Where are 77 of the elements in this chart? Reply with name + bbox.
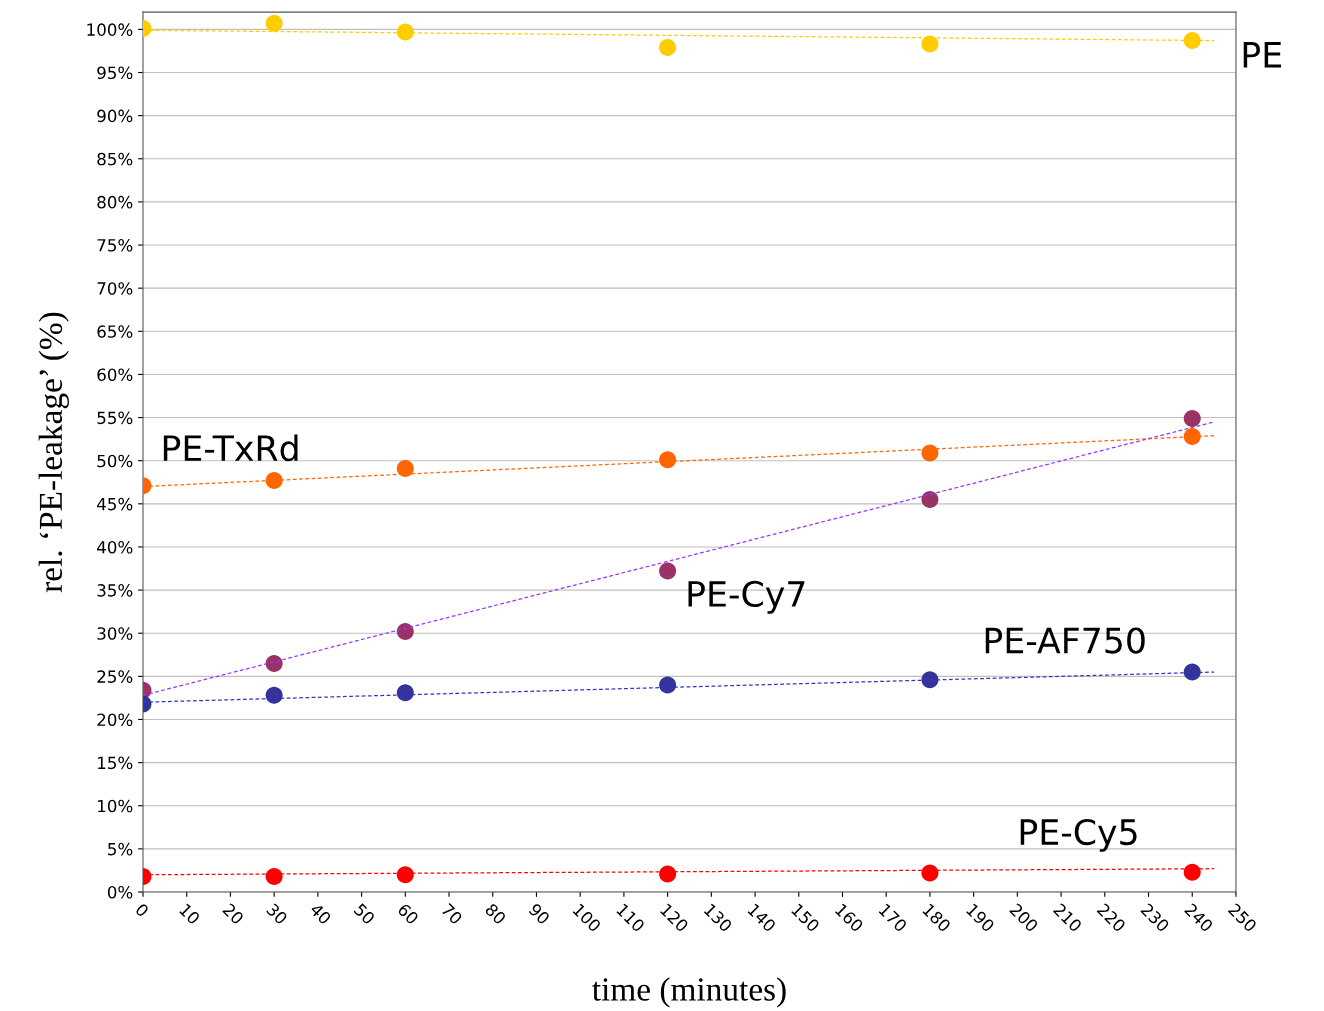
point <box>659 38 677 56</box>
x-tick-label: 60 <box>397 902 420 926</box>
point <box>396 459 414 477</box>
x-tick-label: 230 <box>1140 902 1171 933</box>
x-tick-label: 150 <box>790 903 821 933</box>
point <box>1183 663 1201 681</box>
y-tick-label: 45% <box>97 497 133 511</box>
x-tick-label: 30 <box>265 902 289 926</box>
y-tick-label: 95% <box>97 66 133 80</box>
x-tick-label: 0 <box>134 902 150 918</box>
point <box>921 35 939 53</box>
point <box>659 676 677 694</box>
point <box>396 684 414 702</box>
series-label: PE-AF750 <box>985 627 1145 654</box>
series-label: PE <box>1243 42 1281 68</box>
point <box>921 491 939 509</box>
x-tick-label: 200 <box>1009 902 1039 933</box>
y-axis-title: rel. ‘PE-leakage’ (%) <box>38 312 69 593</box>
point <box>1183 863 1201 881</box>
point <box>1183 409 1201 427</box>
x-tick-label: 170 <box>878 903 908 933</box>
x-axis-title: time (minutes) <box>592 977 786 1008</box>
x-tick-label: 240 <box>1183 902 1214 933</box>
y-tick-label: 40% <box>97 540 133 554</box>
x-tick-label: 80 <box>484 902 507 926</box>
y-tick-label: 15% <box>98 756 133 770</box>
x-tick-label: 50 <box>353 902 376 926</box>
y-tick-label: 80% <box>97 195 133 209</box>
x-tick-label: 210 <box>1052 902 1083 933</box>
point <box>659 451 677 469</box>
y-tick-label: 55% <box>97 411 133 425</box>
point <box>1183 428 1201 446</box>
y-tick-label: 0% <box>107 885 133 899</box>
y-tick-label: 10% <box>98 799 133 813</box>
y-tick-label: 50% <box>97 454 133 468</box>
y-tick-label: 90% <box>97 109 133 123</box>
point <box>265 686 283 704</box>
y-tick-label: 20% <box>97 713 133 727</box>
y-tick-label: 5% <box>108 842 133 856</box>
point <box>265 14 283 32</box>
series-label: PE-TxRd <box>163 434 298 462</box>
y-tick-label: 65% <box>97 325 133 338</box>
x-tick-label: 10 <box>178 903 201 926</box>
point <box>659 562 677 580</box>
series-label: PE-Cy5 <box>1020 818 1137 852</box>
y-tick-label: 35% <box>97 584 133 597</box>
x-tick-label: 160 <box>834 903 864 933</box>
y-tick-label: 75% <box>97 239 133 252</box>
x-tick-label: 40 <box>309 902 332 926</box>
y-tick-label: 25% <box>97 670 133 683</box>
point <box>396 622 414 640</box>
point <box>265 472 283 490</box>
x-tick-label: 220 <box>1096 902 1127 933</box>
point <box>396 866 414 884</box>
y-tick-label: 30% <box>97 627 133 640</box>
x-tick-label: 90 <box>528 902 551 926</box>
x-tick-label: 190 <box>965 903 996 933</box>
y-tick-label: 70% <box>97 282 133 295</box>
x-tick-label: 130 <box>703 903 733 933</box>
x-tick-label: 120 <box>659 903 690 933</box>
point <box>265 654 283 672</box>
x-tick-label: 20 <box>222 902 245 926</box>
x-tick-label: 140 <box>747 903 777 933</box>
y-tick-label: 60% <box>97 368 133 381</box>
x-tick-label: 250 <box>1227 902 1258 933</box>
point <box>921 864 939 882</box>
x-tick-label: 100 <box>572 903 602 933</box>
x-tick-label: 180 <box>922 903 952 933</box>
x-tick-label: 110 <box>616 903 646 933</box>
point <box>921 671 939 689</box>
series-label: PE-Cy7 <box>688 580 805 614</box>
y-tick-label: 100% <box>87 23 133 36</box>
point <box>1183 32 1201 50</box>
point <box>659 865 677 883</box>
x-tick-label: 70 <box>440 902 464 926</box>
y-tick-label: 85% <box>97 152 133 166</box>
point <box>396 23 414 41</box>
